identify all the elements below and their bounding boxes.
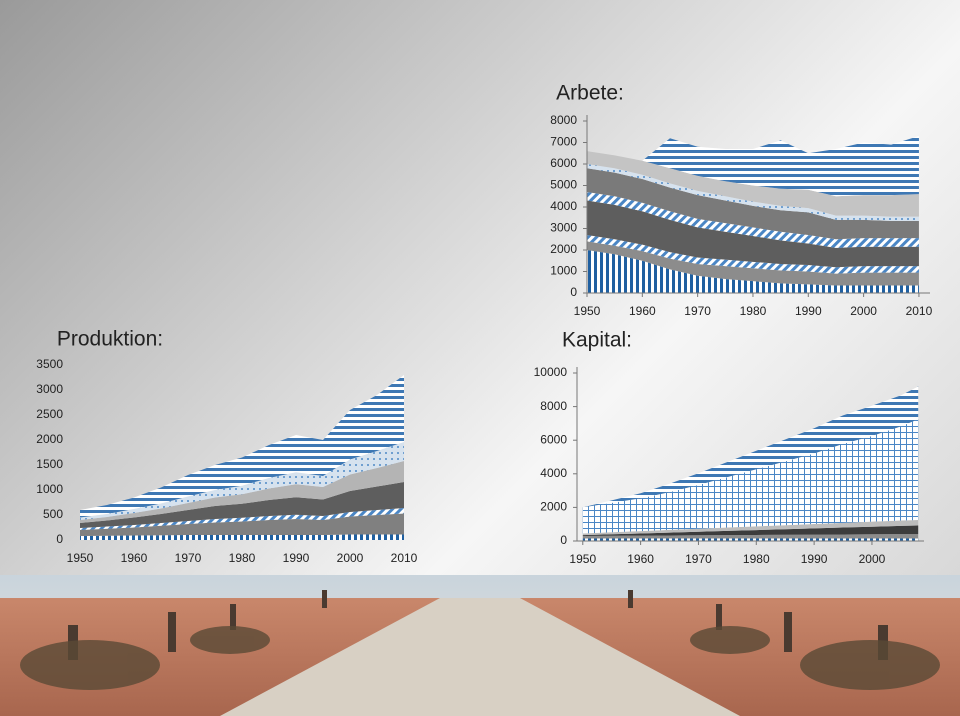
area-layer [80, 375, 404, 518]
y-tick-label: 1000 [36, 482, 63, 496]
area-layer [80, 534, 404, 540]
x-tick-label: 1970 [684, 304, 711, 318]
x-tick-label: 1990 [283, 551, 310, 565]
area-layer [587, 241, 919, 286]
area-layer [587, 136, 919, 197]
area-layer [582, 538, 919, 541]
y-tick-label: 3000 [36, 382, 63, 396]
x-tick-label: 1990 [795, 304, 822, 318]
bushes [20, 626, 940, 690]
area-layer [587, 234, 919, 274]
y-tick-label: 4000 [550, 199, 577, 213]
x-tick-label: 1990 [801, 552, 828, 566]
x-tick-label: 2000 [850, 304, 877, 318]
area-layer [80, 482, 404, 528]
y-tick-label: 1000 [550, 264, 577, 278]
x-tick-label: 1950 [574, 304, 601, 318]
y-tick-label: 4000 [540, 466, 567, 480]
y-tick-label: 6000 [550, 156, 577, 170]
y-tick-label: 8000 [550, 113, 577, 127]
x-tick-label: 1960 [629, 304, 656, 318]
x-tick-label: 1960 [627, 552, 654, 566]
y-tick-label: 0 [570, 285, 577, 299]
area-layer [587, 151, 919, 217]
x-tick-label: 1960 [121, 551, 148, 565]
x-tick-label: 1970 [685, 552, 712, 566]
y-tick-label: 3000 [550, 221, 577, 235]
area-layer [582, 534, 919, 539]
road [220, 598, 740, 716]
x-tick-label: 1980 [740, 304, 767, 318]
x-tick-label: 1980 [229, 551, 256, 565]
y-tick-label: 6000 [540, 432, 567, 446]
x-tick-label: 2010 [391, 551, 418, 565]
area-layer [587, 164, 919, 221]
y-tick-label: 5000 [550, 178, 577, 192]
chart-title: Arbete: [556, 82, 624, 105]
x-tick-label: 2000 [859, 552, 886, 566]
x-tick-label: 1950 [67, 551, 94, 565]
y-tick-label: 8000 [540, 399, 567, 413]
area-layer [582, 419, 919, 534]
y-tick-label: 2500 [36, 407, 63, 421]
y-tick-label: 1500 [36, 457, 63, 471]
area-layer [80, 513, 404, 536]
area-layer [587, 168, 919, 240]
y-tick-label: 10000 [534, 365, 568, 379]
area-layer [80, 461, 404, 523]
y-tick-label: 500 [43, 507, 63, 521]
chart-title: Produktion: [57, 328, 163, 351]
x-tick-label: 1970 [175, 551, 202, 565]
chart-title: Kapital: [562, 329, 632, 352]
x-tick-label: 1980 [743, 552, 770, 566]
area-layer [582, 520, 919, 536]
y-tick-label: 0 [560, 533, 567, 547]
x-tick-label: 2010 [906, 304, 933, 318]
y-tick-label: 3500 [36, 357, 63, 371]
y-tick-label: 2000 [550, 242, 577, 256]
y-tick-label: 2000 [540, 500, 567, 514]
area-layer [80, 508, 404, 530]
y-tick-label: 2000 [36, 432, 63, 446]
area-layer [587, 250, 919, 293]
y-tick-label: 0 [56, 532, 63, 546]
area-layer [587, 191, 919, 248]
y-tick-label: 7000 [550, 135, 577, 149]
area-layer [587, 200, 919, 268]
x-tick-label: 1950 [569, 552, 596, 566]
x-tick-label: 2000 [337, 551, 364, 565]
area-layer [582, 525, 919, 536]
